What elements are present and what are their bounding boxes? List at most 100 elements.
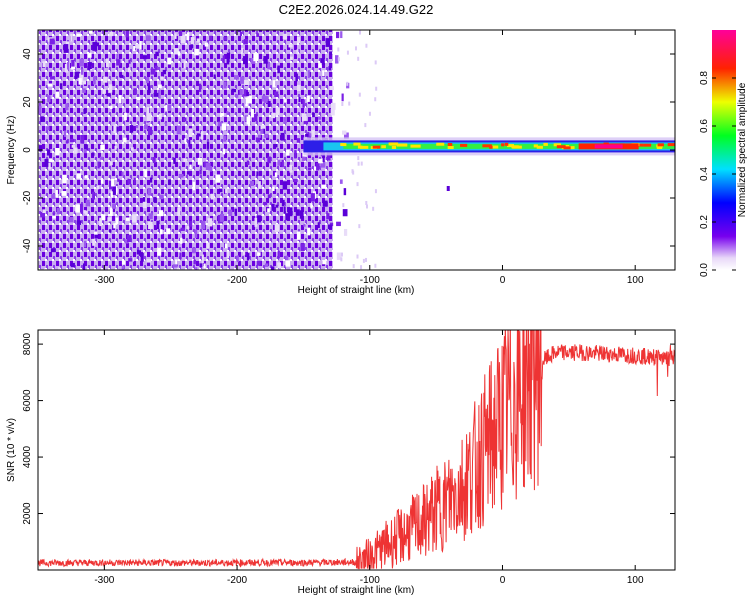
- colorbar: 0.0 0.2 0.4 0.6 0.8 Normalized spectral ampl…: [699, 30, 748, 277]
- noise-speck: [148, 213, 152, 219]
- noise-speck: [166, 228, 170, 234]
- noise-speck: [159, 210, 163, 216]
- noise-speck: [124, 113, 127, 120]
- noise-speck: [111, 179, 115, 187]
- noise-speck: [139, 41, 141, 50]
- noise-speck: [191, 37, 195, 44]
- noise-speck: [220, 214, 224, 222]
- noise-speck: [189, 221, 192, 227]
- noise-speck: [330, 181, 332, 184]
- noise-speck: [48, 163, 50, 170]
- snr-y-axis-label: SNR (10 * v/v): [6, 418, 17, 482]
- noise-speck: [137, 97, 140, 100]
- noise-speck: [189, 128, 192, 137]
- noise-speck: [271, 113, 275, 118]
- noise-speck: [268, 194, 271, 198]
- noise-speck: [155, 52, 159, 56]
- noise-speck: [302, 99, 304, 107]
- noise-speck: [199, 263, 202, 267]
- noise-speck: [184, 61, 186, 69]
- noise-speck: [225, 243, 228, 248]
- noise-speck: [70, 127, 73, 132]
- noise-speck: [178, 51, 180, 55]
- noise-speck: [100, 157, 103, 160]
- noise-speck: [258, 181, 261, 189]
- noise-speck: [86, 200, 90, 207]
- noise-speck: [106, 58, 109, 67]
- noise-speck: [117, 179, 119, 182]
- noise-speck: [240, 32, 242, 36]
- noise-speck: [100, 145, 104, 150]
- noise-speck: [276, 107, 280, 115]
- spectrogram-x-axis-label: Height of straight line (km): [298, 285, 415, 296]
- noise-speck: [151, 69, 156, 75]
- noise-speck: [295, 74, 298, 82]
- signal-hotspot: [389, 142, 399, 145]
- colorbar-gradient: [712, 30, 736, 270]
- noise-speck: [56, 92, 59, 98]
- noise-speck: [39, 106, 42, 114]
- noise-speck: [331, 109, 335, 115]
- noise-speck: [193, 182, 195, 190]
- noise-speck: [156, 221, 159, 229]
- noise-speck: [283, 117, 286, 123]
- x-tick-label: -300: [94, 275, 114, 286]
- noise-speck: [92, 239, 95, 246]
- noise-speck: [181, 228, 185, 231]
- noise-speck: [58, 267, 60, 272]
- noise-speck: [240, 89, 243, 95]
- noise-speck: [89, 30, 93, 34]
- signal-hotspot: [534, 144, 538, 147]
- noise-speck: [51, 194, 56, 199]
- snr-x-axis-label: Height of straight line (km): [298, 585, 415, 596]
- signal-hotspot: [543, 143, 547, 146]
- noise-speck: [180, 238, 182, 244]
- x-tick-label: -200: [227, 275, 247, 286]
- colorbar-tick-label: 0.4: [699, 167, 710, 181]
- noise-speck: [55, 148, 59, 155]
- noise-speck: [50, 39, 55, 45]
- noise-speck: [223, 149, 225, 155]
- noise-speck: [227, 252, 230, 259]
- noise-speck: [311, 193, 315, 201]
- noise-speck: [110, 106, 112, 109]
- noise-speck: [247, 160, 250, 164]
- noise-speck: [322, 260, 326, 264]
- noise-speck: [143, 55, 147, 59]
- noise-speck: [157, 247, 161, 255]
- noise-speck: [278, 251, 280, 259]
- noise-speck: [144, 124, 148, 129]
- noise-speck: [369, 112, 371, 116]
- signal-hotspot: [501, 143, 504, 146]
- y-tick-label: 40: [22, 48, 33, 60]
- signal-hotspot: [381, 145, 386, 148]
- signal-hotspot: [373, 146, 380, 149]
- noise-speck: [69, 217, 74, 222]
- noise-speck: [260, 129, 263, 134]
- noise-speck: [101, 214, 105, 220]
- signal-hotspot: [399, 144, 407, 147]
- noise-speck: [318, 116, 321, 119]
- noise-speck: [341, 102, 343, 106]
- noise-speck: [307, 96, 310, 102]
- noise-speck: [226, 111, 228, 115]
- noise-speck: [271, 204, 274, 211]
- noise-speck: [174, 33, 176, 39]
- noise-speck: [52, 212, 55, 215]
- noise-speck: [77, 173, 81, 178]
- noise-speck: [79, 59, 84, 67]
- noise-speck: [275, 172, 277, 177]
- noise-speck: [130, 125, 133, 133]
- noise-speck: [253, 53, 258, 61]
- noise-speck: [84, 149, 87, 153]
- noise-speck: [357, 182, 359, 186]
- noise-speck: [256, 137, 260, 142]
- noise-speck: [305, 134, 308, 137]
- noise-speck: [256, 33, 259, 37]
- noise-speck: [374, 264, 376, 268]
- noise-speck: [133, 46, 135, 51]
- noise-speck: [175, 259, 178, 265]
- noise-speck: [329, 51, 332, 54]
- noise-speck: [308, 167, 312, 170]
